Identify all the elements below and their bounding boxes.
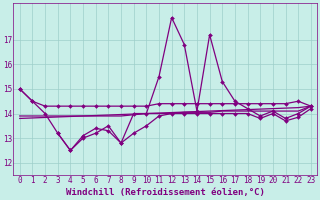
X-axis label: Windchill (Refroidissement éolien,°C): Windchill (Refroidissement éolien,°C) [66, 188, 265, 197]
